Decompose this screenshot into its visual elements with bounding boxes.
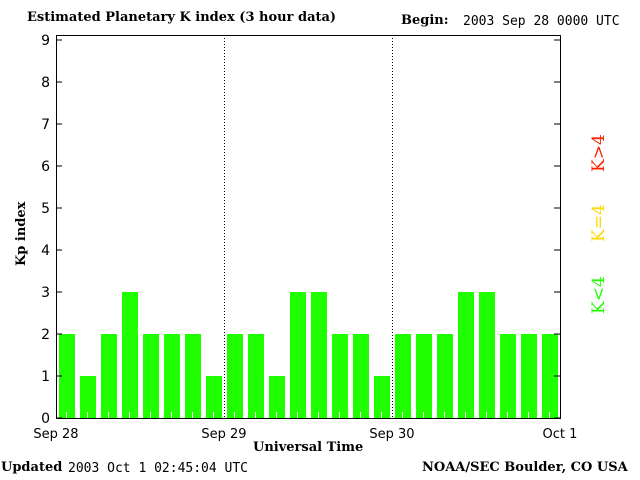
y-axis-label: Kp index	[14, 201, 29, 266]
bar	[143, 334, 159, 418]
bar	[101, 334, 117, 418]
updated-label: Updated	[1, 460, 63, 475]
y-tick-label: 9	[41, 33, 50, 49]
bar	[80, 376, 96, 418]
y-tick-label: 4	[41, 243, 50, 259]
begin-label: Begin:	[401, 13, 449, 28]
x-tick-label: Sep 30	[369, 427, 414, 442]
y-tick-label: 3	[41, 285, 50, 301]
y-tick-label: 0	[41, 411, 50, 427]
x-tick-label: Sep 28	[33, 427, 78, 442]
bar	[227, 334, 243, 418]
bar	[542, 334, 558, 418]
legend-k-less-4: K<4	[589, 276, 609, 314]
bar	[269, 376, 285, 418]
bar	[311, 292, 327, 418]
x-tick-label: Oct 1	[543, 427, 578, 442]
bar	[185, 334, 201, 418]
source-text: NOAA/SEC Boulder, CO USA	[422, 460, 628, 475]
plot-frame	[56, 35, 561, 419]
y-tick-label: 5	[41, 201, 50, 217]
bar	[458, 292, 474, 418]
bar	[416, 334, 432, 418]
bar	[290, 292, 306, 418]
bar	[395, 334, 411, 418]
bar	[521, 334, 537, 418]
bar	[437, 334, 453, 418]
updated-value: 2003 Oct 1 02:45:04 UTC	[68, 461, 249, 476]
legend-k-equal-4: K=4	[589, 204, 609, 242]
y-tick-label: 8	[41, 75, 50, 91]
chart-title: Estimated Planetary K index (3 hour data…	[27, 10, 337, 25]
y-tick-label: 7	[41, 117, 50, 133]
begin-value: 2003 Sep 28 0000 UTC	[463, 14, 620, 29]
x-axis-label: Universal Time	[253, 440, 364, 455]
y-tick-label: 6	[41, 159, 50, 175]
bar	[479, 292, 495, 418]
legend-k-greater-4: K>4	[589, 134, 609, 172]
x-tick-label: Sep 29	[201, 427, 246, 442]
bar	[353, 334, 369, 418]
bar	[374, 376, 390, 418]
bar	[332, 334, 348, 418]
bar	[59, 334, 75, 418]
bar	[248, 334, 264, 418]
y-tick-label: 2	[41, 327, 50, 343]
bar	[122, 292, 138, 418]
bar	[206, 376, 222, 418]
bar	[164, 334, 180, 418]
y-tick-label: 1	[41, 369, 50, 385]
bar	[500, 334, 516, 418]
